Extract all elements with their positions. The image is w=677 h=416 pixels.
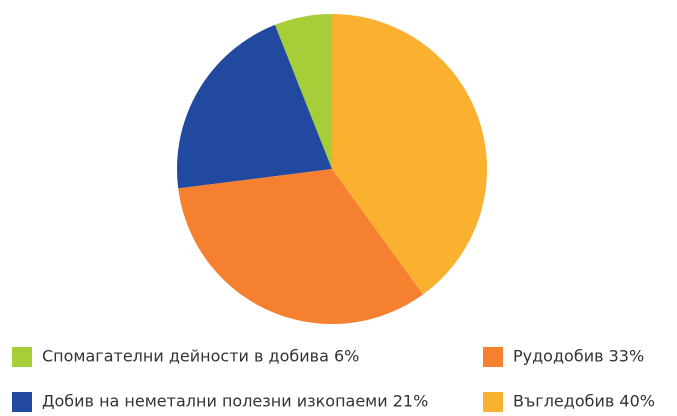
legend-label: Спомагателни дейности в добива 6% [42,347,359,366]
legend-label: Добив на неметални полезни изкопаеми 21% [42,392,428,411]
legend-label: Въгледобив 40% [513,392,655,411]
legend-swatch [483,392,503,412]
pie-slice [274,14,332,169]
legend-swatch [12,392,32,412]
legend-label: Рудодобив 33% [513,347,644,366]
legend-swatch [12,347,32,367]
legend-swatch [483,347,503,367]
pie-slice [332,14,487,295]
pie-slice [176,24,332,189]
pie-slice [178,169,424,325]
